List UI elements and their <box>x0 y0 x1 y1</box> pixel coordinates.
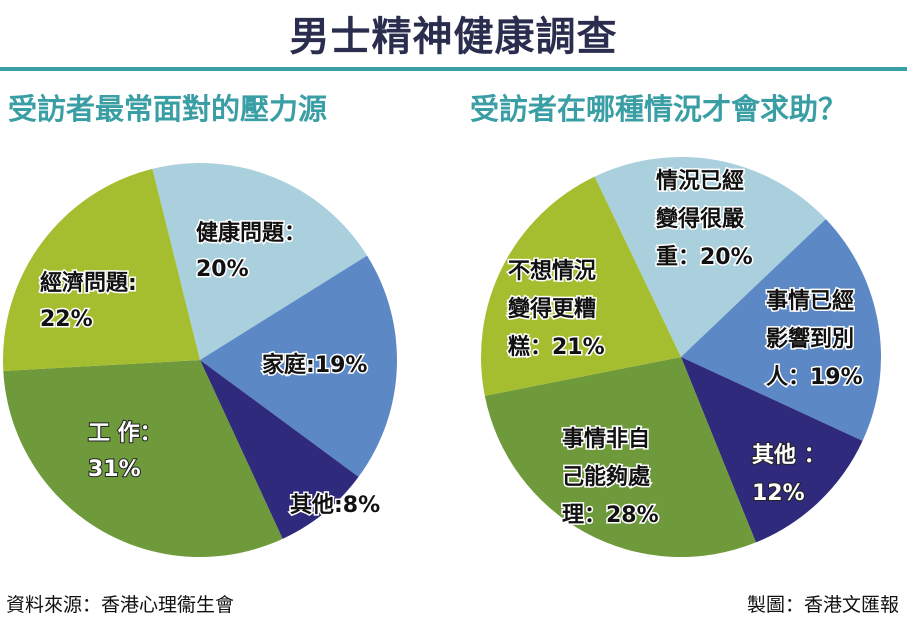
pie-1-slice-3 <box>484 357 756 557</box>
label-line: 經濟問題: <box>40 270 137 296</box>
pie-0-slice-0 <box>152 163 368 360</box>
label-line: 其他 ： <box>752 443 826 468</box>
label-line: 理：28% <box>562 503 659 528</box>
label-line: 健康問題： <box>196 220 306 246</box>
label-line: 其他:8% <box>290 493 380 518</box>
pie-0-slice-4-label: 經濟問題: 22% <box>40 270 137 332</box>
label-line: 20% <box>196 257 249 282</box>
pie-1-slice-4-label: 不想情況變得更糟糕：21% <box>508 258 605 360</box>
label-line: 工 作： <box>88 421 162 446</box>
label-line: 己能夠處 <box>562 464 650 490</box>
pie-0-slice-3-label: 工 作： 31% <box>88 421 162 482</box>
pie-1-slice-0 <box>594 156 826 357</box>
pie-0-slice-3 <box>3 360 283 557</box>
label-line: 變得更糟 <box>508 296 596 322</box>
pie-0-slice-1-label: 家庭:19% <box>262 352 367 378</box>
pie-1-slice-1 <box>681 219 881 441</box>
label-line: 變得很嚴 <box>656 206 745 232</box>
credit-note: 製圖：香港文匯報 <box>746 594 899 616</box>
left-chart-title: 受訪者最常面對的壓力源 <box>8 92 328 126</box>
label-line: 家庭:19% <box>262 352 367 378</box>
pie-0-slice-2 <box>200 360 359 539</box>
label-line: 糕：21% <box>508 334 605 360</box>
label-line: 事情已經 <box>766 288 854 314</box>
pie-0-slice-1 <box>200 255 397 477</box>
pie-0-slice-4 <box>3 168 201 371</box>
label-line: 不想情況 <box>508 258 596 284</box>
right-chart-title: 受訪者在哪種情況才會求助？ <box>470 92 848 126</box>
pie-0-slice-2-label: 其他:8% <box>290 493 380 518</box>
label-line: 人：19% <box>766 365 863 390</box>
source-note: 資料來源：香港心理衞生會 <box>6 594 235 616</box>
title-divider <box>0 67 907 71</box>
pie-1-slice-3-label: 事情非自己能夠處理：28% <box>562 426 659 528</box>
label-line: 12% <box>752 481 805 506</box>
pie-1-slice-4 <box>481 176 681 396</box>
pie-0-slice-0-label: 健康問題： 20% <box>196 220 306 282</box>
label-line: 22% <box>40 307 93 332</box>
page-title: 男士精神健康調查 <box>289 13 618 60</box>
label-line: 事情非自 <box>562 426 650 452</box>
pie-1-slice-1-label: 事情已經影響到別人：19% <box>766 288 863 390</box>
label-line: 影響到別 <box>766 326 854 352</box>
pie-1-slice-0-label: 情況已經變得很嚴重：20% <box>656 168 753 270</box>
label-line: 31% <box>88 457 141 482</box>
label-line: 重：20% <box>656 245 753 270</box>
pie-1-slice-2 <box>681 357 863 543</box>
label-line: 情況已經 <box>656 168 744 194</box>
pie-1-slice-2-label: 其他 ： 12% <box>752 443 826 506</box>
